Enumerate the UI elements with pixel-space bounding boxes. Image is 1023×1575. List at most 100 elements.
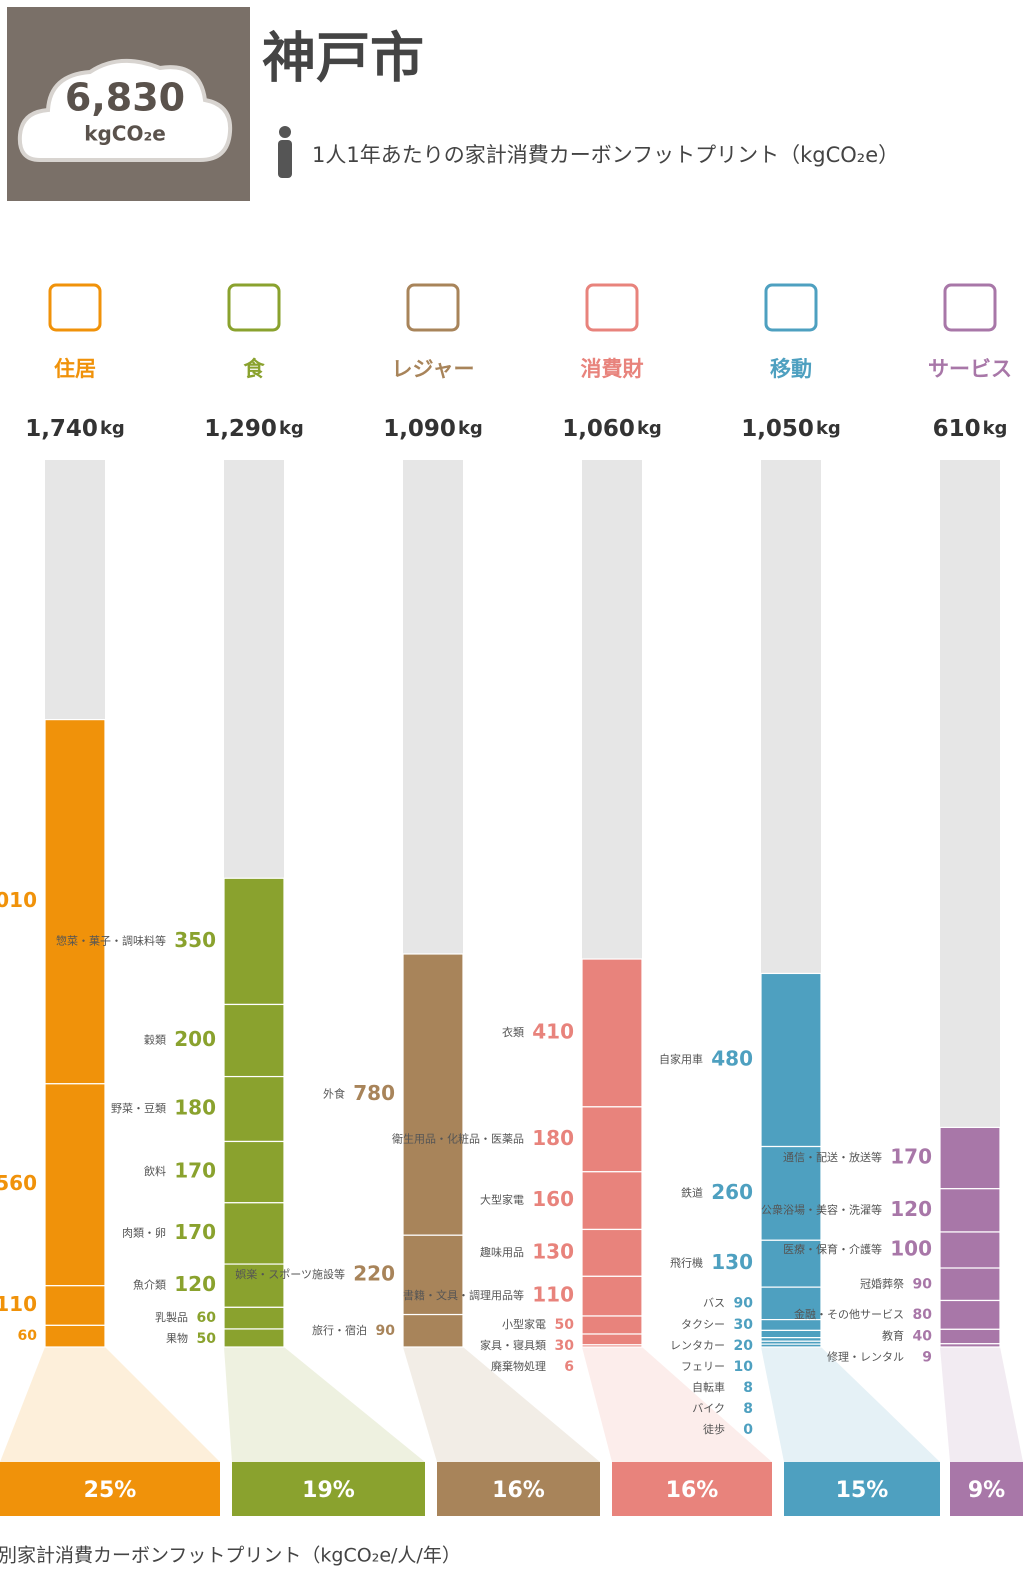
segment-name: 旅行・宿泊 [312, 1323, 367, 1337]
segment-name: 乳製品 [155, 1310, 188, 1324]
category-total-unit: kg [100, 418, 125, 439]
segment-name: タクシー [681, 1318, 725, 1331]
bar-segment [939, 1343, 1001, 1348]
bar-segment [581, 1106, 643, 1173]
bar-segment [760, 1318, 822, 1332]
category-icon [406, 283, 460, 332]
category-total: 1,090 kg [383, 416, 483, 442]
segment-value: 120 [174, 1272, 216, 1296]
caption: 別家計消費カーボンフットプリント（kgCO₂e/人/年） [0, 1545, 461, 1567]
segment-value: 780 [353, 1081, 395, 1105]
category-total-unit: kg [983, 418, 1008, 439]
subtitle: 1人1年あたりの家計消費カーボンフットプリント（kgCO₂e） [312, 143, 899, 167]
title: 神戸市 [262, 27, 424, 90]
segment-value: 100 [890, 1237, 932, 1261]
segment-name: 娯楽・スポーツ施設等 [235, 1267, 345, 1281]
bar-segment [939, 1126, 1001, 1190]
fan [761, 1347, 940, 1462]
segment-name: 医療・保育・介護等 [783, 1242, 882, 1256]
segment-name: レンタカー [670, 1339, 725, 1352]
share-box [612, 1462, 772, 1516]
share-label: 19% [302, 1478, 355, 1503]
share-box [232, 1462, 425, 1516]
segment-name: 惣菜・菓子・調味料等 [56, 933, 166, 947]
bar-segment [223, 1075, 285, 1143]
bar-segment [760, 972, 822, 1148]
segment-name: 魚介類 [133, 1279, 166, 1292]
bar-segment [44, 719, 106, 1085]
segment-name: 穀類 [144, 1034, 166, 1047]
segment-value: 30 [555, 1338, 575, 1354]
share-box [437, 1462, 600, 1516]
bar-segment [581, 1171, 643, 1231]
category-total-value: 1,090 [383, 416, 456, 442]
segment-value: 160 [532, 1187, 574, 1211]
share-label: 25% [84, 1478, 137, 1503]
category-icon [227, 283, 281, 332]
segment-name: 大型家電 [480, 1193, 524, 1207]
segment-name: フェリー [681, 1360, 725, 1373]
bar-segment [402, 953, 464, 1236]
bar-segment [581, 1333, 643, 1346]
bar-segment [760, 1329, 822, 1339]
segment-value: 110 [532, 1283, 574, 1307]
person-icon [278, 140, 292, 178]
segment-value: 10 [734, 1359, 754, 1375]
segment-name: 肉類・卵 [122, 1226, 166, 1239]
bar-segment [939, 1188, 1001, 1233]
segment-name: 教育 [882, 1329, 904, 1343]
segment-value: 260 [711, 1180, 753, 1204]
segment-value: 90 [734, 1295, 754, 1311]
segment-value: 50 [197, 1331, 217, 1347]
share-box [950, 1462, 1023, 1516]
bar-segment [760, 1286, 822, 1321]
category-total-value: 610 [933, 416, 981, 442]
segment-value: 9 [922, 1350, 932, 1366]
segment-name: 徒歩 [703, 1422, 725, 1436]
category-total: 610 kg [933, 416, 1008, 442]
segment-value: 170 [174, 1159, 216, 1183]
segment-name: バス [703, 1296, 725, 1309]
bar-segment [760, 1239, 822, 1288]
bar-segment [939, 1231, 1001, 1269]
category-name: 食 [244, 357, 266, 381]
category-total-unit: kg [458, 418, 483, 439]
total-value: 6,830 [65, 76, 185, 120]
category-icon [764, 283, 818, 332]
segment-value: 110 [0, 1292, 37, 1316]
segment-name: 野菜・豆類 [111, 1102, 166, 1115]
segment-name: バイク [692, 1402, 725, 1415]
bar-segment [223, 1202, 285, 1265]
segment-value: 20 [734, 1338, 754, 1354]
segment-value: 90 [376, 1323, 396, 1339]
segment-name: 通信・配送・放送等 [783, 1150, 882, 1164]
segment-value: 120 [890, 1197, 932, 1221]
share-box [0, 1462, 220, 1516]
category-name: 消費財 [581, 357, 644, 381]
segment-name: 趣味用品 [480, 1245, 524, 1259]
segment-value: 50 [555, 1317, 575, 1333]
segment-name: 自転車 [692, 1380, 725, 1394]
segment-name: 鉄道 [681, 1185, 703, 1199]
fan [0, 1347, 220, 1462]
share-label: 16% [492, 1478, 545, 1503]
bar-segment [402, 1313, 464, 1348]
segment-value: 180 [174, 1096, 216, 1120]
bar-segment [44, 1083, 106, 1287]
category-name: 移動 [770, 357, 812, 381]
category-name: サービス [928, 357, 1012, 381]
segment-name: 公衆浴場・美容・洗濯等 [761, 1202, 882, 1216]
segment-value: 8 [743, 1401, 753, 1417]
segment-value: 80 [913, 1307, 933, 1323]
segment-value: 170 [890, 1145, 932, 1169]
category-total: 1,740 kg [25, 416, 125, 442]
segment-name: 自家用車 [659, 1052, 703, 1066]
segment-name: 金融・その他サービス [794, 1307, 904, 1321]
segment-value: 30 [734, 1317, 754, 1333]
segment-value: 60 [197, 1310, 217, 1326]
segment-value: 010 [0, 888, 37, 912]
category-total: 1,050 kg [741, 416, 841, 442]
category-icon [48, 283, 102, 332]
segment-value: 180 [532, 1126, 574, 1150]
